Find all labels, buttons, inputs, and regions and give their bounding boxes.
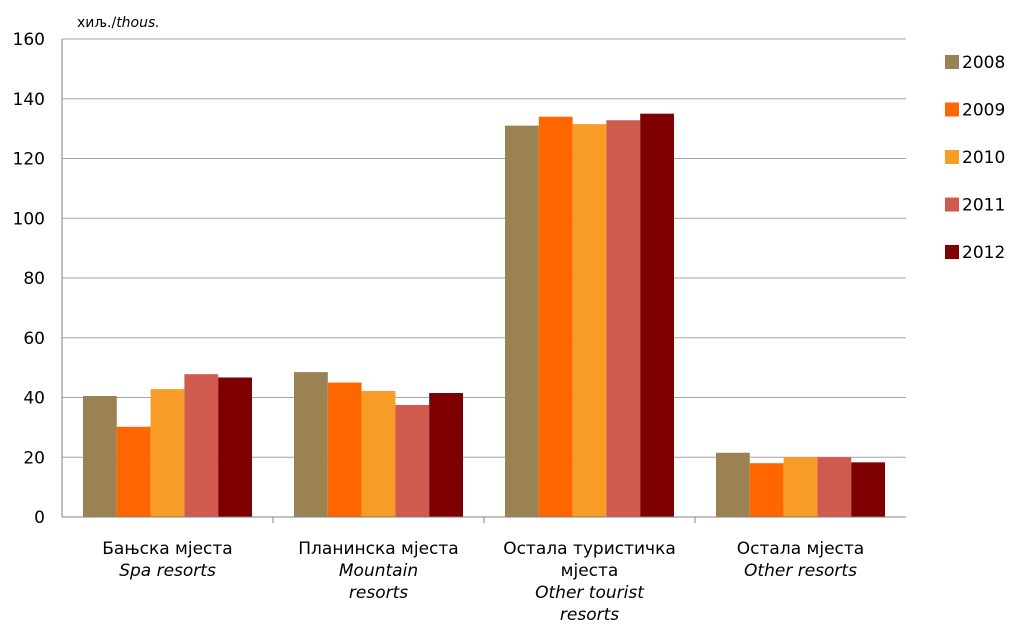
legend-swatch-2012 — [945, 245, 959, 259]
category-label-english: Mountain — [339, 561, 418, 581]
bar-2008-3 — [716, 452, 750, 517]
bar-2008-2 — [505, 125, 539, 517]
bar-2009-3 — [749, 463, 784, 517]
y-axis-ticks: 0 20 40 60 80 100 120 140 160 — [13, 30, 45, 528]
y-tick-label: 120 — [13, 150, 45, 170]
y-tick-label: 140 — [13, 90, 45, 110]
bar-2008-0 — [83, 396, 117, 517]
legend-label-2010: 2010 — [962, 148, 1005, 168]
bar-2011-2 — [606, 120, 641, 517]
bar-2011-3 — [817, 457, 852, 517]
bar-2010-3 — [783, 457, 818, 517]
legend: 2008 2009 2010 2011 2012 — [945, 53, 1005, 263]
bar-2009-0 — [116, 426, 151, 517]
legend-swatch-2011 — [945, 197, 959, 212]
category-label-english: resorts — [349, 583, 408, 603]
y-tick-label: 80 — [23, 269, 45, 289]
legend-label-2009: 2009 — [962, 101, 1005, 121]
bar-2010-2 — [572, 124, 607, 518]
y-tick-label: 20 — [23, 448, 45, 468]
bars — [83, 113, 885, 518]
category-label-local: Остала туристичка — [503, 539, 676, 559]
bar-2012-0 — [218, 377, 252, 517]
y-tick-label: 60 — [23, 329, 45, 349]
bar-2010-1 — [361, 390, 396, 517]
bar-2009-1 — [327, 382, 362, 517]
y-tick-label: 0 — [34, 508, 45, 528]
y-tick-label: 100 — [13, 209, 45, 229]
legend-swatch-2010 — [945, 150, 959, 164]
category-label-local: Остала мјеста — [737, 539, 864, 559]
category-label-english: Other resorts — [744, 561, 857, 581]
bar-2008-1 — [294, 372, 328, 517]
y-tick-label: 160 — [13, 30, 45, 50]
unit-label-english: thous. — [116, 15, 160, 31]
y-tick-label: 40 — [23, 389, 45, 409]
category-label-english: Spa resorts — [119, 561, 216, 581]
bar-2012-3 — [851, 462, 885, 517]
legend-label-2008: 2008 — [962, 53, 1005, 73]
bar-2009-2 — [538, 116, 573, 518]
legend-label-2011: 2011 — [962, 196, 1005, 216]
category-label-local: Бањска мјеста — [102, 539, 232, 559]
bar-2010-0 — [150, 389, 185, 517]
unit-label-local: хиљ./ — [77, 15, 116, 31]
bar-2011-1 — [395, 404, 430, 517]
bar-2011-0 — [184, 374, 219, 517]
legend-label-2012: 2012 — [962, 243, 1005, 263]
unit-label: хиљ./thous. — [77, 15, 160, 31]
category-label-local: мјеста — [561, 561, 619, 581]
legend-swatch-2008 — [945, 55, 959, 69]
category-label-english: Other tourist — [535, 583, 645, 603]
legend-swatch-2009 — [945, 102, 959, 117]
bar-2012-1 — [429, 393, 463, 517]
category-label-english: resorts — [560, 605, 619, 625]
category-label-local: Планинска мјеста — [298, 539, 458, 559]
x-axis — [61, 39, 906, 523]
bar-2012-2 — [640, 113, 674, 517]
